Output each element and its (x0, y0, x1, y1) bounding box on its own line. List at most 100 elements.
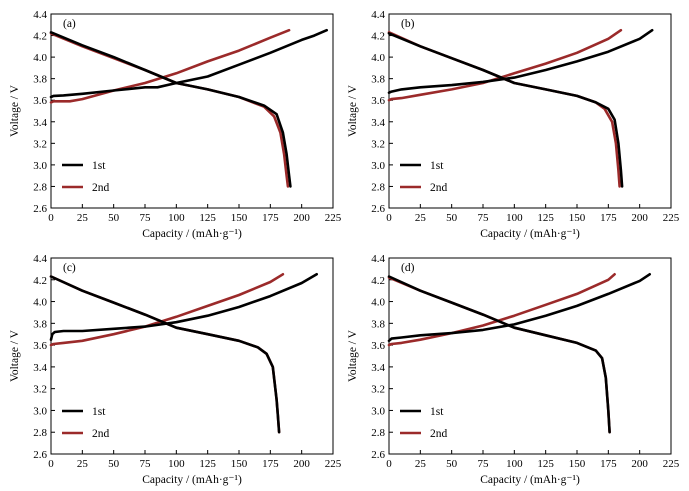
y-tick-label: 2.6 (371, 203, 385, 215)
x-tick-label: 25 (77, 458, 89, 470)
y-tick-label: 3.6 (33, 95, 47, 107)
x-tick-label: 50 (446, 458, 458, 470)
series-2nd-charge-line (49, 273, 285, 347)
y-tick-label: 4.0 (371, 297, 385, 309)
y-tick-label: 4.2 (371, 275, 385, 287)
x-axis-label: Capacity / (mAh·g⁻¹) (142, 228, 242, 240)
y-tick-label: 2.6 (33, 203, 47, 215)
plot-frame (388, 13, 672, 209)
y-tick-label: 4.2 (33, 275, 47, 287)
y-tick-label: 2.8 (33, 181, 47, 193)
legend-label-1st: 1st (430, 406, 444, 418)
legend-label-1st: 1st (92, 406, 106, 418)
y-tick-label: 3.4 (371, 362, 385, 374)
y-tick-label: 4.4 (33, 253, 47, 265)
y-axis-label: Voltage / V (9, 329, 21, 382)
y-tick-label: 3.4 (371, 117, 385, 129)
plot-frame (50, 257, 334, 455)
x-tick-label: 225 (663, 212, 680, 224)
series-2nd-charge-line (49, 28, 291, 104)
y-tick-label: 3.2 (371, 138, 385, 150)
series-1st-charge-line (49, 28, 328, 99)
x-tick-label: 200 (293, 212, 310, 224)
legend-label-1st: 1st (430, 160, 444, 172)
y-tick-label: 3.0 (371, 405, 385, 417)
y-tick-label: 3.8 (33, 74, 47, 86)
legend-label-2nd: 2nd (92, 182, 110, 194)
y-tick-label: 3.6 (371, 340, 385, 352)
x-tick-label: 200 (631, 212, 648, 224)
x-tick-label: 150 (569, 458, 586, 470)
x-tick-label: 125 (199, 212, 216, 224)
y-tick-label: 3.2 (371, 384, 385, 396)
y-tick-label: 3.8 (371, 74, 385, 86)
y-tick-label: 4.0 (33, 52, 47, 64)
x-tick-label: 125 (537, 458, 554, 470)
series-1st-discharge-line (49, 30, 292, 188)
y-tick-label: 2.6 (33, 449, 47, 461)
y-tick-label: 3.4 (33, 117, 47, 129)
x-tick-label: 0 (48, 458, 54, 470)
x-tick-label: 200 (631, 458, 648, 470)
y-tick-label: 3.6 (33, 340, 47, 352)
plot-frame (50, 13, 334, 209)
chart-panel-3: 0 25 50 75 100 125 150 175 200 225 2.6 2.8 3.0 3.2 3.4… (9, 253, 342, 486)
series-1st-discharge-line (387, 32, 624, 188)
legend-label-2nd: 2nd (430, 182, 448, 194)
x-tick-label: 175 (262, 212, 279, 224)
series-1st-charge-line (387, 273, 651, 343)
panel-label: (a) (63, 18, 76, 30)
y-tick-label: 3.0 (33, 160, 47, 172)
panel-label: (b) (401, 18, 415, 30)
y-tick-label: 2.8 (371, 427, 385, 439)
y-tick-label: 3.4 (33, 362, 47, 374)
y-tick-label: 2.8 (33, 427, 47, 439)
y-tick-label: 3.2 (33, 138, 47, 150)
x-tick-label: 0 (48, 212, 54, 224)
y-tick-label: 4.4 (371, 253, 385, 265)
series-2nd-discharge-line (387, 276, 611, 434)
x-axis-label: Capacity / (mAh·g⁻¹) (480, 474, 580, 486)
x-tick-label: 100 (506, 458, 523, 470)
x-tick-label: 75 (140, 212, 152, 224)
x-tick-label: 25 (415, 458, 427, 470)
y-tick-label: 3.0 (33, 405, 47, 417)
y-tick-label: 4.2 (33, 31, 47, 43)
x-axis-label: Capacity / (mAh·g⁻¹) (480, 228, 580, 240)
series-2nd-discharge-line (49, 32, 290, 188)
legend-label-2nd: 2nd (430, 428, 448, 440)
plot-frame (388, 257, 672, 455)
x-tick-label: 75 (478, 458, 490, 470)
x-tick-label: 175 (262, 458, 279, 470)
x-axis-label: Capacity / (mAh·g⁻¹) (142, 474, 242, 486)
x-tick-label: 225 (325, 212, 342, 224)
x-tick-label: 175 (600, 212, 617, 224)
panel-label: (c) (63, 262, 76, 274)
y-axis-label: Voltage / V (9, 84, 21, 137)
chart-panel-4: 0 25 50 75 100 125 150 175 200 225 2.6 2.8 3.0 3.2 3.4… (347, 253, 680, 486)
series-2nd-discharge-line (387, 30, 621, 188)
series-1st-charge-line (49, 273, 318, 341)
series-1st-discharge-line (387, 275, 611, 434)
x-tick-label: 50 (446, 212, 458, 224)
x-tick-label: 75 (478, 212, 490, 224)
y-tick-label: 4.4 (371, 9, 385, 21)
y-tick-label: 4.0 (371, 52, 385, 64)
x-tick-label: 75 (140, 458, 152, 470)
y-tick-label: 4.0 (33, 297, 47, 309)
series-1st-charge-line (387, 28, 654, 94)
y-tick-label: 3.2 (33, 384, 47, 396)
y-tick-label: 3.8 (371, 318, 385, 330)
x-tick-label: 125 (199, 458, 216, 470)
panel-label: (d) (401, 262, 415, 274)
y-tick-label: 2.6 (371, 449, 385, 461)
x-tick-label: 50 (108, 212, 120, 224)
x-tick-label: 150 (231, 458, 248, 470)
series-2nd-discharge-line (49, 275, 281, 434)
legend-label-2nd: 2nd (92, 428, 110, 440)
x-tick-label: 150 (231, 212, 248, 224)
x-tick-label: 150 (569, 212, 586, 224)
y-tick-label: 3.6 (371, 95, 385, 107)
x-tick-label: 225 (663, 458, 680, 470)
x-tick-label: 225 (325, 458, 342, 470)
